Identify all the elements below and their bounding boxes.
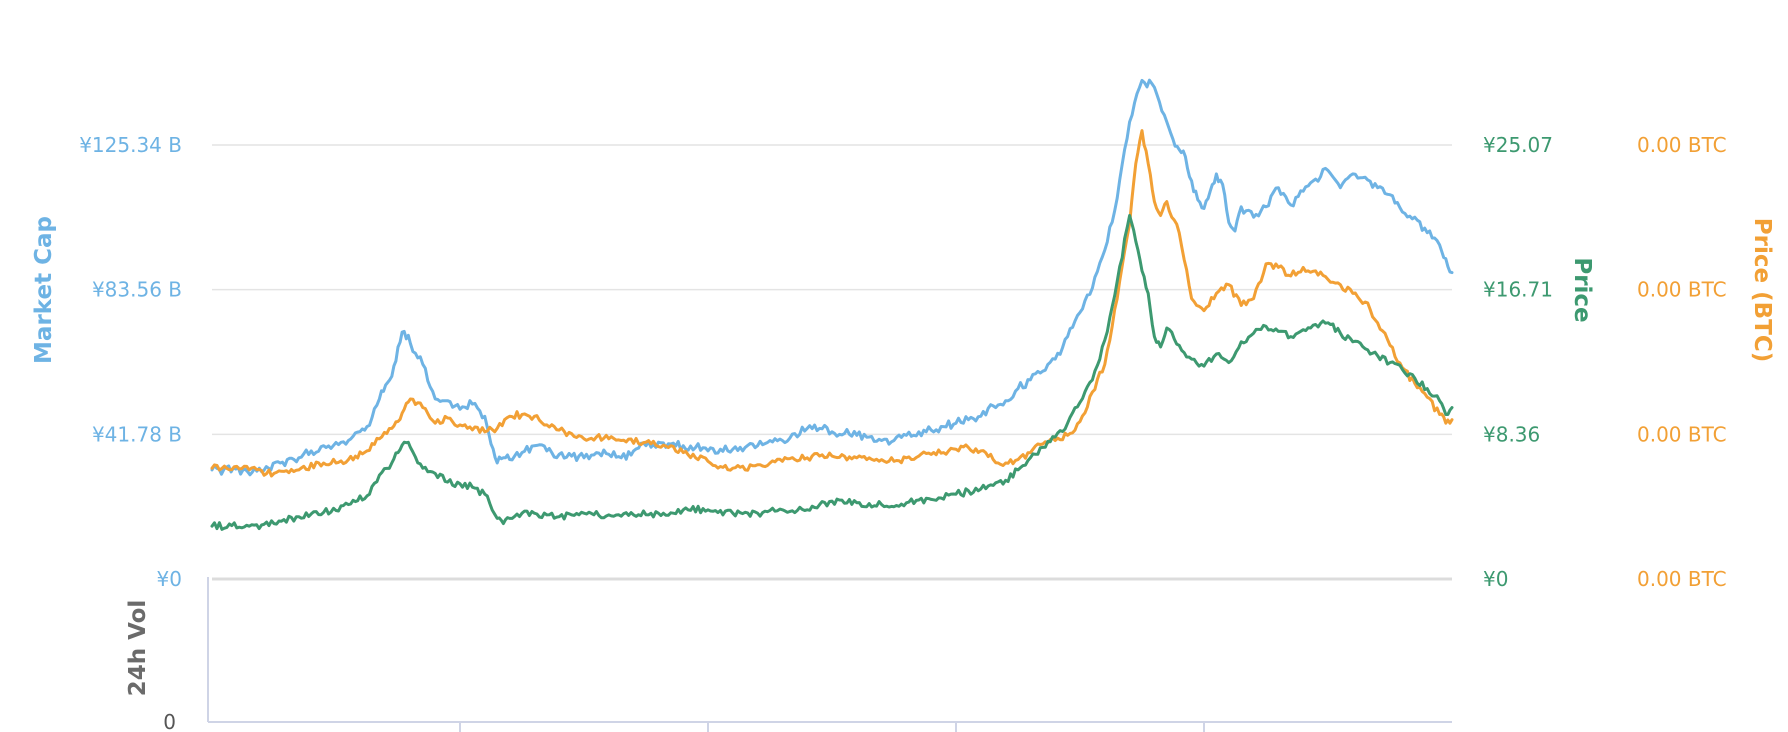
- price-series-line: [210, 214, 1454, 531]
- price-btc-axis-title: Price (BTC): [1749, 218, 1775, 362]
- market-cap-tick: ¥41.78 B: [92, 422, 182, 446]
- market-cap-axis-title: Market Cap: [31, 216, 57, 364]
- volume-panel: 0: [163, 577, 1452, 732]
- volume-axis-title: 24h Vol: [125, 600, 151, 697]
- price-btc-tick: 0.00 BTC: [1637, 422, 1727, 446]
- price-btc-tick: 0.00 BTC: [1637, 133, 1727, 157]
- volume-tick: 0: [163, 710, 176, 732]
- series-lines: [210, 78, 1454, 531]
- price-btc-tick: 0.00 BTC: [1637, 567, 1727, 591]
- price-tick: ¥25.07: [1483, 133, 1553, 157]
- price_btc-series-line: [210, 129, 1454, 478]
- price-axis-title: Price: [1569, 257, 1595, 322]
- price-tick: ¥0: [1483, 567, 1508, 591]
- market-cap-tick: ¥125.34 B: [79, 133, 182, 157]
- price-tick: ¥8.36: [1483, 422, 1540, 446]
- market-cap-tick: ¥83.56 B: [92, 278, 182, 302]
- grid-lines: [212, 144, 1452, 581]
- price-tick: ¥16.71: [1483, 278, 1553, 302]
- market_cap-series-line: [210, 78, 1454, 477]
- price-btc-tick: 0.00 BTC: [1637, 278, 1727, 302]
- market-cap-tick: ¥0: [157, 567, 182, 591]
- axis-ticks: ¥125.34 B ¥83.56 B ¥41.78 B ¥0 ¥25.07 ¥16.71 ¥…: [79, 133, 1726, 591]
